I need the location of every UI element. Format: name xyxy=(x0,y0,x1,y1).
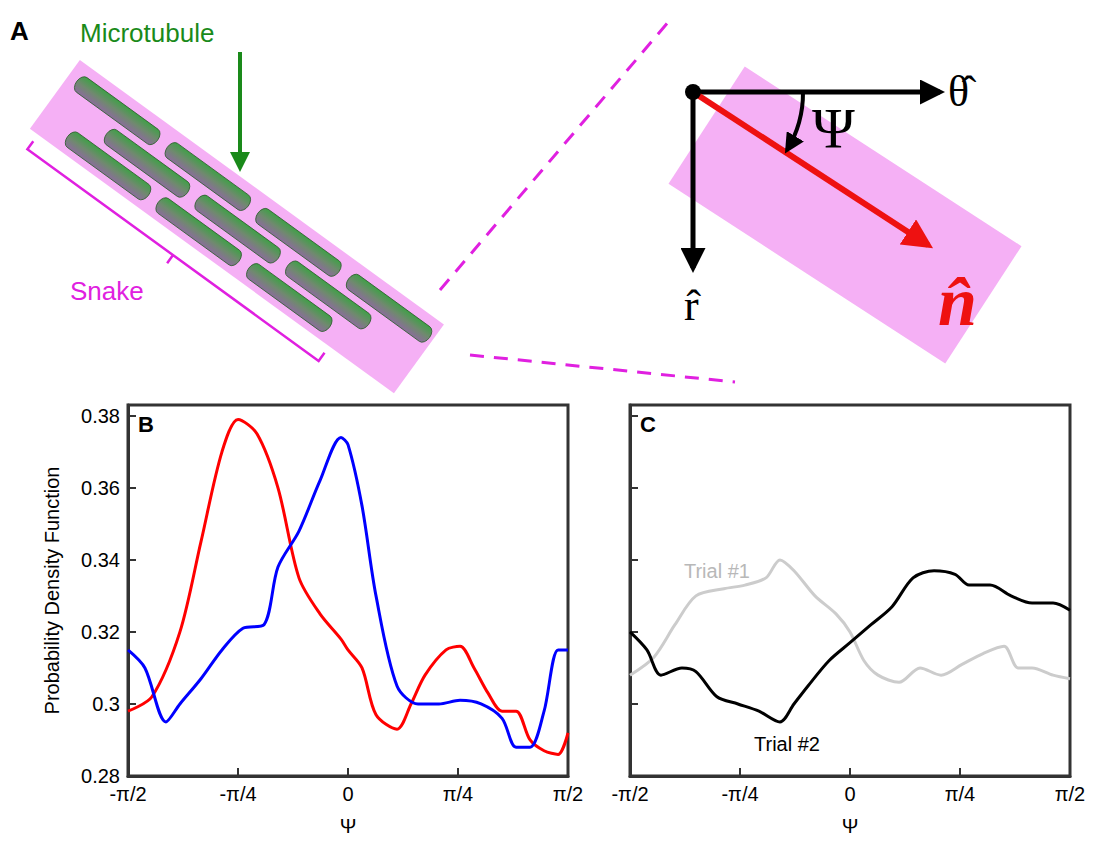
svg-text:0: 0 xyxy=(342,783,353,805)
svg-text:n̂: n̂ xyxy=(938,263,977,340)
svg-text:π/2: π/2 xyxy=(553,783,583,805)
svg-text:π/2: π/2 xyxy=(1055,783,1085,805)
svg-text:0.38: 0.38 xyxy=(81,405,120,427)
svg-text:C: C xyxy=(640,412,656,437)
svg-text:B: B xyxy=(138,412,154,437)
svg-text:Probability Density Function: Probability Density Function xyxy=(41,467,63,715)
svg-text:0: 0 xyxy=(844,783,855,805)
svg-text:π/4: π/4 xyxy=(945,783,975,805)
svg-text:0.34: 0.34 xyxy=(81,549,120,571)
svg-text:-π/2: -π/2 xyxy=(611,783,648,805)
svg-text:r̂: r̂ xyxy=(684,281,701,330)
svg-text:0.28: 0.28 xyxy=(81,765,120,787)
svg-text:Ψ: Ψ xyxy=(842,815,859,837)
svg-text:Snake: Snake xyxy=(70,276,144,306)
svg-text:Trial #1: Trial #1 xyxy=(684,560,750,582)
svg-text:0.32: 0.32 xyxy=(81,621,120,643)
svg-text:Ψ: Ψ xyxy=(340,815,357,837)
svg-text:Trial #2: Trial #2 xyxy=(754,733,820,755)
svg-text:Ψ: Ψ xyxy=(812,96,855,161)
svg-text:θ̂: θ̂ xyxy=(948,67,976,116)
svg-text:π/4: π/4 xyxy=(443,783,473,805)
svg-text:-π/2: -π/2 xyxy=(109,783,146,805)
svg-text:0.36: 0.36 xyxy=(81,477,120,499)
svg-text:Microtubule: Microtubule xyxy=(80,18,214,48)
svg-text:-π/4: -π/4 xyxy=(219,783,256,805)
svg-text:0.3: 0.3 xyxy=(92,693,120,715)
svg-text:A: A xyxy=(10,16,29,46)
svg-text:-π/4: -π/4 xyxy=(721,783,758,805)
